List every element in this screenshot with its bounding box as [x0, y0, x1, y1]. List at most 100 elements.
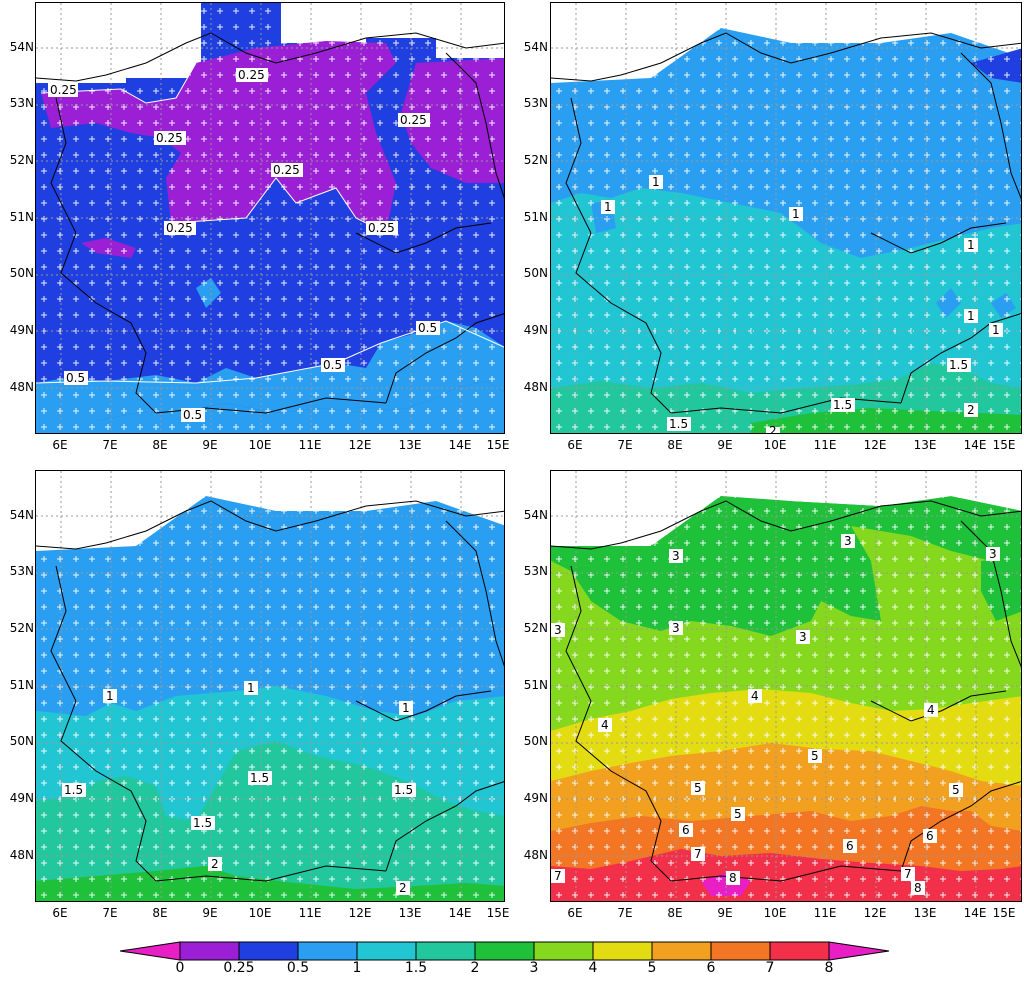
map-frame: 1 1 1 1.5 1.5 1.5 1.5 2 2 [35, 470, 505, 902]
map-canvas: 0.25 0.25 0.25 0.25 0.25 0.25 0.25 0.5 0… [36, 3, 504, 433]
colorbar-segment [356, 941, 417, 961]
contour-label: 2 [399, 881, 407, 895]
map-frame: 0.25 0.25 0.25 0.25 0.25 0.25 0.25 0.5 0… [35, 2, 505, 434]
lon-tick-label: 8E [152, 906, 168, 920]
contour-label: 4 [927, 703, 935, 717]
contour-label: 7 [694, 847, 702, 861]
contour-label: 4 [751, 689, 759, 703]
lat-tick-label: 52N [9, 153, 34, 167]
colorbar-segment [710, 941, 771, 961]
lon-tick-label: 6E [567, 438, 583, 452]
contour-label: 2 [967, 403, 975, 417]
lon-tick-label: 15E [992, 906, 1016, 920]
border-line [445, 520, 504, 667]
map-canvas: 3 3 3 3 3 3 4 4 4 5 5 5 5 6 6 6 7 7 7 8 [551, 471, 1021, 901]
lon-tick-label: 13E [398, 906, 422, 920]
contour-label: 1 [604, 200, 612, 214]
border-line [385, 781, 504, 872]
lat-tick-label: 51N [523, 678, 548, 692]
contour-label: 6 [846, 839, 854, 853]
border-line [445, 52, 504, 199]
map-panel-top-right: 1 1 1 1 1 1 1.5 1.5 1.5 2 2 54N 53N 52N … [512, 0, 1024, 460]
lon-tick-label: 11E [813, 906, 837, 920]
lon-tick-label: 8E [667, 438, 683, 452]
border-line [355, 690, 492, 722]
colorbar-tick-label: 8 [824, 960, 834, 976]
lon-tick-label: 8E [667, 906, 683, 920]
colorbar-tick-label: 0.5 [286, 960, 310, 976]
lon-tick-label: 14E [963, 906, 987, 920]
contour-label: 3 [844, 534, 852, 548]
lon-tick-label: 9E [717, 438, 733, 452]
colorbar-segment [769, 941, 830, 961]
contour-label: 5 [811, 749, 819, 763]
contour-label: 0.25 [50, 83, 77, 97]
contour-label: 0.25 [238, 68, 265, 82]
contour-label: 7 [904, 867, 912, 881]
lat-tick-label: 52N [9, 621, 34, 635]
lon-tick-label: 7E [102, 906, 118, 920]
lat-tick-label: 53N [9, 564, 34, 578]
colorbar-segment [179, 941, 240, 961]
colorbar-tick-label: 1.5 [404, 960, 428, 976]
lon-tick-label: 14E [963, 438, 987, 452]
contour-label: 5 [734, 807, 742, 821]
lon-tick-label: 6E [52, 438, 68, 452]
contour-label: 1 [992, 323, 1000, 337]
lat-tick-label: 54N [523, 40, 548, 54]
colorbar-tick-label: 1 [352, 960, 362, 976]
contour-label: 0.5 [183, 408, 202, 422]
lat-tick-label: 48N [523, 380, 548, 394]
lat-tick-label: 49N [9, 323, 34, 337]
contour-label: 1 [106, 689, 114, 703]
border-line [960, 520, 1021, 668]
contour-labels: 1 1 1 1.5 1.5 1.5 1.5 2 2 [62, 681, 416, 895]
lon-tick-label: 13E [913, 906, 937, 920]
map-panel-top-left: 0.25 0.25 0.25 0.25 0.25 0.25 0.25 0.5 0… [0, 0, 512, 460]
contour-label: 1 [652, 175, 660, 189]
lat-tick-label: 49N [523, 791, 548, 805]
contour-label: 3 [799, 630, 807, 644]
lat-tick-label: 51N [523, 210, 548, 224]
contour-label: 1 [967, 309, 975, 323]
lon-tick-label: 10E [763, 906, 787, 920]
lon-tick-label: 15E [992, 438, 1016, 452]
colorbar-under-triangle [119, 941, 181, 961]
contour-labels: 1 1 1 1 1 1 1.5 1.5 1.5 2 2 [601, 175, 1003, 433]
lon-tick-label: 11E [298, 906, 322, 920]
lon-tick-label: 15E [486, 906, 510, 920]
colorbar-over-triangle [828, 941, 890, 961]
contour-label: 5 [694, 781, 702, 795]
lon-tick-label: 8E [152, 438, 168, 452]
contour-label: 0.5 [418, 321, 437, 335]
contour-label: 2 [211, 857, 219, 871]
contour-label: 3 [554, 623, 562, 637]
lat-tick-label: 53N [9, 96, 34, 110]
colorbar-tick-label: 5 [647, 960, 657, 976]
colorbar-segment [474, 941, 535, 961]
lon-tick-label: 7E [617, 438, 633, 452]
colorbar-tick-label: 6 [706, 960, 716, 976]
contour-label: 3 [989, 547, 997, 561]
lat-tick-label: 48N [523, 848, 548, 862]
lat-tick-label: 53N [523, 96, 548, 110]
lon-tick-label: 12E [863, 906, 887, 920]
lon-tick-label: 15E [486, 438, 510, 452]
lat-tick-label: 50N [523, 734, 548, 748]
contour-label: 1.5 [250, 771, 269, 785]
lat-tick-label: 49N [9, 791, 34, 805]
lon-tick-label: 10E [248, 438, 272, 452]
contour-label: 8 [914, 881, 922, 895]
contour-label: 1 [792, 207, 800, 221]
lon-tick-label: 12E [863, 438, 887, 452]
contour-label: 0.25 [273, 163, 300, 177]
contour-label: 1.5 [833, 398, 852, 412]
map-panel-bottom-right: 3 3 3 3 3 3 4 4 4 5 5 5 5 6 6 6 7 7 7 8 [512, 468, 1024, 928]
colorbar-segment [651, 941, 712, 961]
contour-label: 0.5 [66, 371, 85, 385]
contour-label: 1 [967, 238, 975, 252]
lon-tick-label: 9E [717, 906, 733, 920]
lat-tick-label: 54N [9, 508, 34, 522]
lon-tick-label: 11E [813, 438, 837, 452]
contour-label: 4 [601, 718, 609, 732]
